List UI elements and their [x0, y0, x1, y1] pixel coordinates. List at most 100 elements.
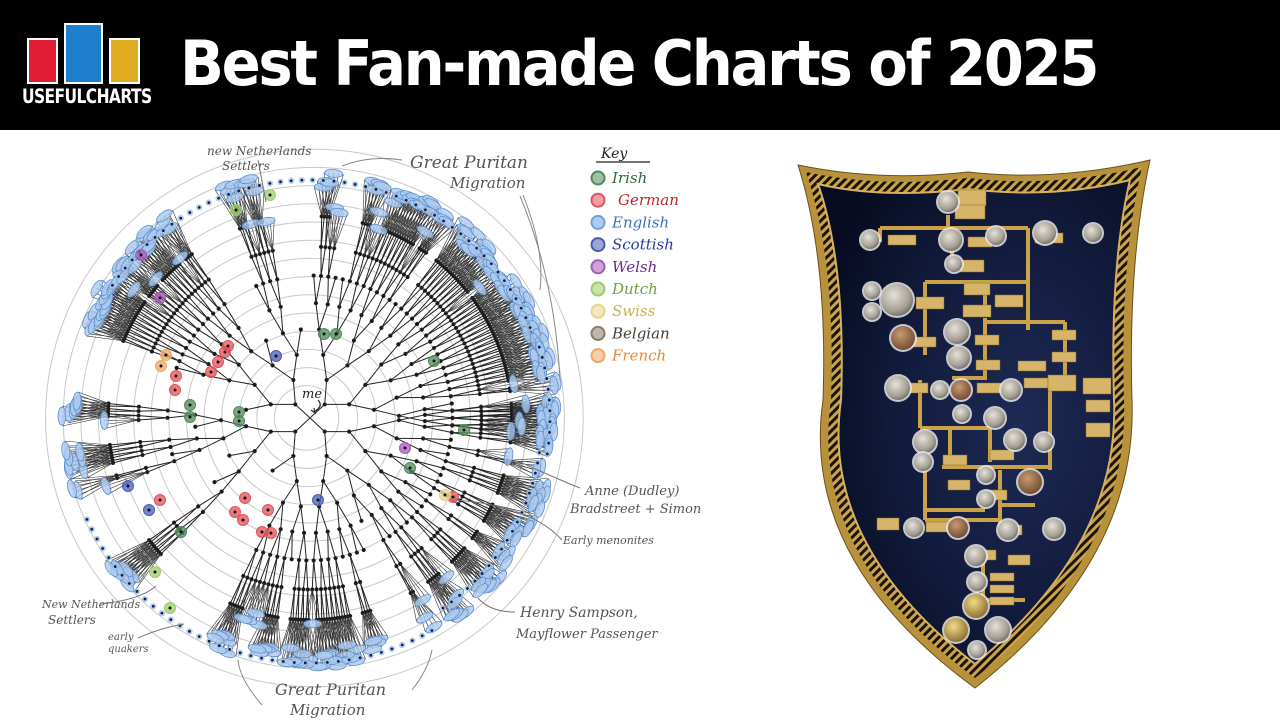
branch — [107, 306, 132, 325]
branch — [369, 610, 380, 640]
ancestor-dot — [419, 504, 424, 509]
coin-icon — [1034, 222, 1056, 244]
branch — [444, 239, 457, 268]
branch — [398, 415, 426, 422]
coin-icon — [969, 642, 985, 658]
branch — [313, 532, 317, 561]
branch — [74, 408, 109, 417]
name-plaque — [925, 521, 949, 533]
ancestor-dot — [303, 661, 307, 665]
branch — [466, 335, 495, 348]
branch — [371, 514, 390, 537]
branch — [421, 547, 454, 573]
branch — [157, 339, 183, 355]
branch — [504, 362, 536, 365]
ancestor-dot — [111, 283, 114, 287]
coin-icon — [1005, 430, 1025, 450]
branch — [511, 436, 540, 445]
coin-icon — [1018, 470, 1042, 494]
branch — [453, 308, 481, 325]
ancestor-dot — [159, 364, 163, 368]
branch — [197, 329, 222, 345]
branch — [478, 448, 511, 452]
branch — [133, 553, 162, 593]
branch — [412, 591, 430, 630]
branch — [272, 250, 278, 280]
branch — [174, 449, 200, 462]
branch — [380, 344, 399, 365]
name-plaque — [942, 454, 968, 466]
branch — [145, 253, 171, 273]
branch — [452, 417, 482, 421]
ancestor-dot — [101, 547, 105, 550]
name-plaque — [962, 304, 992, 318]
english-cluster — [506, 421, 516, 441]
branch — [318, 619, 323, 656]
branch — [251, 583, 265, 613]
branch — [411, 517, 432, 540]
ancestor-dot — [482, 254, 486, 258]
branch — [487, 513, 518, 520]
branch — [353, 495, 373, 516]
arrow-icon — [99, 585, 157, 605]
english-cluster — [156, 209, 173, 223]
english-cluster — [549, 375, 559, 395]
branch — [359, 225, 371, 255]
branch — [381, 470, 406, 483]
ring — [150, 257, 471, 579]
branch — [202, 491, 223, 513]
branch — [191, 253, 210, 280]
ancestor-dot — [164, 353, 168, 357]
branch — [481, 419, 512, 423]
branch — [294, 559, 300, 589]
ancestor-dot — [543, 366, 547, 370]
branch — [411, 347, 435, 365]
branch — [472, 537, 501, 571]
english-cluster — [416, 225, 434, 239]
ancestor-dot — [387, 534, 392, 539]
name-plaque — [963, 282, 991, 296]
branch — [488, 306, 514, 325]
branch — [371, 295, 384, 322]
branch — [397, 491, 418, 513]
ancestor-dot — [147, 508, 151, 512]
name-plaque — [1085, 399, 1111, 413]
branch — [277, 617, 282, 654]
branch — [488, 511, 520, 518]
branch — [479, 383, 514, 390]
ancestor-dot — [212, 480, 217, 485]
ancestor-dot — [274, 354, 278, 358]
fan-chart: me new Netherlands Settlers Great Purita… — [41, 144, 701, 719]
branch — [294, 404, 311, 419]
ancestor-dot — [458, 593, 461, 597]
branch — [424, 403, 452, 410]
swatch-icon — [590, 214, 606, 230]
branch — [268, 502, 284, 526]
english-cluster — [416, 611, 434, 624]
branch — [506, 462, 536, 475]
annotation-henry-1: Henry Sampson, — [519, 605, 638, 621]
branch — [250, 350, 273, 366]
branch — [259, 190, 263, 222]
branch — [411, 471, 438, 483]
branch — [77, 391, 109, 404]
ancestor-dot — [502, 279, 506, 283]
branch — [492, 504, 532, 524]
name-plaque — [887, 234, 917, 246]
coin-icon — [940, 229, 962, 251]
branch — [107, 295, 142, 307]
branch — [440, 351, 469, 362]
ancestor-dot — [462, 428, 466, 432]
branch — [285, 619, 294, 648]
ancestor-dot — [384, 191, 388, 194]
branch — [469, 479, 498, 494]
branch — [202, 323, 223, 345]
branch — [349, 615, 362, 649]
branch — [406, 293, 429, 314]
branch — [108, 413, 139, 417]
branch — [77, 405, 109, 410]
branch — [264, 616, 276, 647]
ancestor-dot — [547, 441, 551, 445]
branch — [318, 304, 329, 330]
ancestor-dot — [480, 572, 484, 575]
